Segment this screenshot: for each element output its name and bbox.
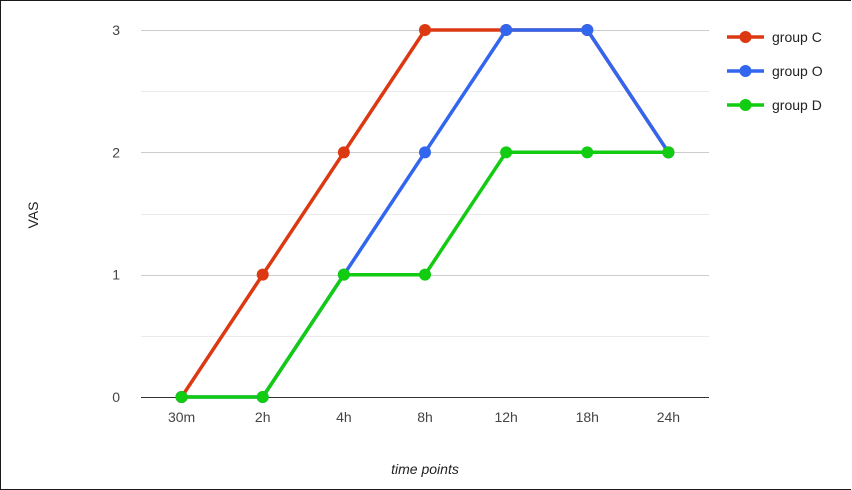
y-tick-labels: 0 1 2 3 <box>112 22 120 405</box>
data-point <box>500 24 513 36</box>
data-point <box>419 268 431 281</box>
data-point <box>581 24 594 36</box>
legend-label: group C <box>772 29 822 45</box>
data-point <box>419 146 431 159</box>
y-tick-label: 2 <box>112 144 120 160</box>
x-tick-label: 2h <box>255 409 271 425</box>
gridlines <box>141 30 709 337</box>
legend-swatch-dot <box>739 65 752 77</box>
x-tick-label: 18h <box>576 409 599 425</box>
series-line <box>179 28 671 399</box>
data-point <box>256 391 269 403</box>
legend-swatch-dot <box>739 31 752 43</box>
data-point <box>337 268 350 281</box>
legend: group C group O group D <box>727 29 823 113</box>
y-tick-label: 0 <box>112 389 120 405</box>
y-tick-label: 1 <box>112 267 120 283</box>
x-tick-label: 8h <box>417 409 433 425</box>
legend-label: group O <box>772 63 823 79</box>
series-lines <box>179 28 671 399</box>
data-point <box>337 146 350 159</box>
data-point <box>581 146 594 159</box>
x-tick-label: 12h <box>494 409 517 425</box>
y-tick-label: 3 <box>112 22 120 38</box>
x-tick-label: 30m <box>168 409 195 425</box>
data-point <box>256 268 269 281</box>
data-point <box>419 24 431 36</box>
y-axis-title: VAS <box>25 202 41 229</box>
series-points <box>175 24 675 403</box>
legend-label: group D <box>772 97 822 113</box>
series-line <box>179 28 671 399</box>
x-tick-label: 24h <box>657 409 680 425</box>
data-point <box>175 391 188 403</box>
data-point <box>662 146 675 159</box>
x-axis-title: time points <box>391 461 459 477</box>
legend-swatch-dot <box>739 99 752 111</box>
x-tick-label: 4h <box>336 409 352 425</box>
data-point <box>500 146 513 159</box>
x-tick-labels: 30m 2h 4h 8h 12h 18h 24h <box>168 409 680 425</box>
